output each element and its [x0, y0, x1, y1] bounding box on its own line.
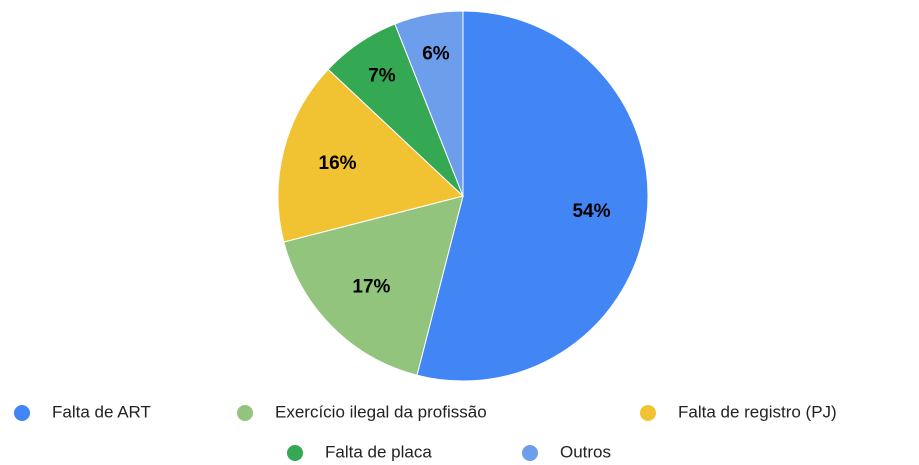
pie-slice: [416, 10, 649, 382]
legend-label: Falta de registro (PJ): [678, 402, 837, 421]
legend-swatch: [237, 405, 253, 421]
data-label: 16%: [319, 153, 357, 174]
data-label: 6%: [422, 43, 450, 64]
legend-label: Outros: [560, 442, 611, 461]
data-label: 7%: [368, 66, 396, 87]
pie-slice: [394, 10, 464, 197]
legend-label: Falta de ART: [52, 402, 151, 421]
pie-slice: [283, 195, 464, 376]
legend-swatch: [640, 405, 656, 421]
data-label: 54%: [572, 201, 610, 222]
legend-swatch: [287, 445, 303, 461]
legend-swatch: [522, 445, 538, 461]
legend-label: Exercício ilegal da profissão: [275, 402, 487, 421]
pie-slice: [277, 68, 465, 243]
data-label: 17%: [352, 277, 390, 298]
legend-swatch: [14, 405, 30, 421]
legend-label: Falta de placa: [325, 442, 432, 461]
